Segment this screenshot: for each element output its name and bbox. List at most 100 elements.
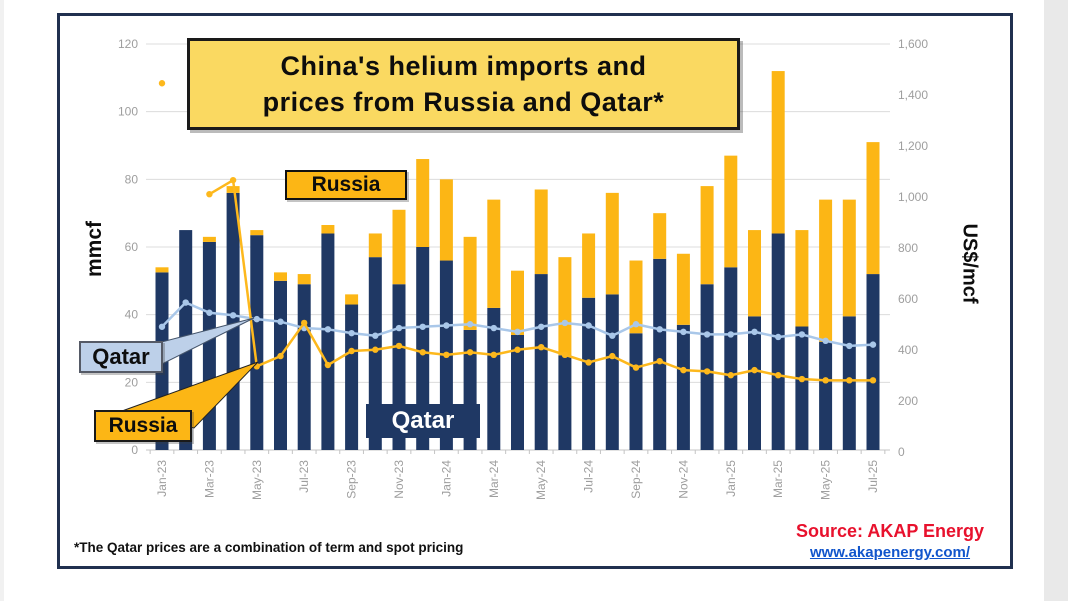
left-axis-tick: 100 — [118, 105, 138, 119]
bar-russia — [368, 233, 382, 258]
right-axis-tick: 1,200 — [898, 139, 928, 153]
bar-qatar — [653, 258, 667, 450]
russia-price-line-marker — [727, 372, 734, 379]
bar-russia — [274, 272, 287, 281]
russia-price-line-marker — [751, 366, 758, 374]
bar-russia — [416, 159, 430, 247]
russia-price-line-marker — [514, 346, 521, 353]
qatar-price-line-marker — [538, 323, 545, 330]
x-axis-label: May-23 — [250, 460, 264, 500]
source-link[interactable]: www.akapenergy.com/ — [809, 544, 971, 561]
bar-russia — [795, 230, 809, 327]
bar-qatar — [511, 334, 524, 450]
russia-price-line-marker — [869, 377, 877, 384]
bar-russia — [345, 294, 359, 305]
left-axis-tick: 40 — [125, 308, 139, 322]
qatar-price-line-marker — [443, 322, 450, 329]
bar-qatar — [582, 297, 596, 450]
russia-series-label: Russia — [285, 170, 407, 200]
qatar-price-callout: Qatar — [79, 341, 163, 373]
qatar-price-line — [158, 299, 877, 350]
bar-russia — [605, 192, 619, 295]
qatar-price-line-marker — [253, 315, 260, 323]
russia-price-line-marker — [632, 364, 640, 371]
bar-russia — [771, 71, 785, 234]
russia-price-line-marker — [822, 377, 829, 384]
right-axis-tick: 400 — [898, 343, 918, 357]
x-axis-label: Mar-24 — [487, 460, 501, 498]
chart-title-line2: prices from Russia and Qatar* — [262, 87, 665, 117]
bar-qatar — [795, 326, 809, 450]
bar-qatar — [700, 284, 714, 450]
bar-russia — [819, 199, 833, 342]
russia-price-line-marker — [301, 319, 308, 327]
x-axis-label: Nov-23 — [392, 460, 406, 499]
left-axis-tick: 20 — [125, 375, 139, 389]
bar-russia — [321, 225, 335, 234]
russia-price-line-marker — [372, 346, 379, 353]
qatar-price-line-marker — [514, 328, 521, 336]
left-axis-tick: 80 — [125, 172, 139, 186]
x-axis-label: Jan-24 — [439, 460, 453, 497]
qatar-price-line-marker — [869, 341, 877, 348]
russia-price-line-marker — [443, 351, 450, 359]
qatar-price-line-marker — [751, 328, 758, 336]
bar-qatar — [771, 233, 785, 450]
bar-russia — [629, 260, 643, 334]
left-axis-tick: 120 — [118, 37, 138, 51]
bar-qatar — [748, 316, 761, 450]
right-axis-tick: 1,600 — [898, 37, 928, 51]
bar-russia — [250, 230, 264, 236]
qatar-price-line-marker — [395, 324, 403, 332]
bar-russia — [534, 189, 548, 275]
bar-qatar — [629, 333, 643, 450]
x-axis-label: Jul-25 — [866, 460, 880, 493]
russia-price-line-marker — [419, 349, 426, 356]
bar-russia — [842, 199, 856, 317]
qatar-price-line-marker — [466, 321, 474, 328]
right-gray-band — [1044, 0, 1068, 601]
right-axis-title: US$/mcf — [958, 223, 981, 304]
left-axis-tick: 60 — [125, 240, 139, 254]
qatar-price-line-marker — [656, 326, 663, 333]
right-axis-tick-labels: 0 200 400 600 800 1,000 1,200 1,400 1,600 — [898, 37, 928, 459]
qatar-price-line-marker — [348, 329, 355, 337]
bar-russia — [748, 230, 761, 317]
footnote: *The Qatar prices are a combination of t… — [74, 540, 464, 555]
russia-price-line-marker — [775, 372, 782, 379]
russia-price-line — [158, 80, 877, 384]
source-block: Source: AKAP Energy www.akapenergy.com/ — [770, 521, 1010, 562]
qatar-price-line-marker — [775, 333, 782, 341]
right-axis-tick: 800 — [898, 241, 918, 255]
bar-qatar — [534, 274, 548, 450]
left-axis-tick: 0 — [131, 443, 138, 457]
bar-russia — [439, 179, 453, 261]
right-axis-tick: 200 — [898, 394, 918, 408]
qatar-price-line-marker — [372, 332, 379, 339]
russia-price-line-marker — [348, 347, 355, 355]
russia-price-line-marker — [798, 375, 806, 383]
russia-price-line-marker — [277, 352, 284, 360]
bar-qatar — [368, 257, 382, 450]
russia-price-line-marker — [466, 349, 474, 356]
bar-qatar — [676, 324, 690, 450]
bar-qatar — [416, 247, 430, 450]
bar-russia — [582, 233, 596, 298]
bar-qatar — [819, 341, 833, 450]
russia-price-line-marker — [703, 368, 711, 375]
russia-import-bars — [155, 71, 880, 356]
bar-russia — [700, 186, 714, 285]
bar-qatar — [866, 274, 880, 450]
right-axis-tick: 1,000 — [898, 190, 928, 204]
right-axis-tick: 600 — [898, 292, 918, 306]
russia-price-line-marker — [490, 351, 497, 359]
x-axis-label: Jan-25 — [724, 460, 738, 497]
qatar-import-bars — [155, 192, 880, 450]
qatar-price-line-marker — [727, 331, 734, 338]
qatar-price-line-marker — [846, 342, 853, 350]
bar-qatar — [321, 233, 335, 450]
bar-russia — [297, 274, 311, 285]
qatar-callout-leader — [149, 317, 255, 371]
qatar-price-line-marker — [703, 331, 711, 338]
